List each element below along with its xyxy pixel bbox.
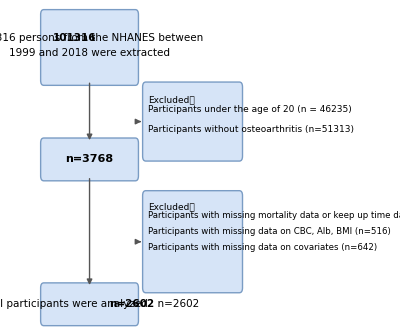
FancyBboxPatch shape [41, 10, 138, 85]
FancyBboxPatch shape [143, 191, 242, 293]
Text: Excluded：: Excluded： [148, 202, 195, 211]
Text: Final participants were analyzed   n=2602: Final participants were analyzed n=2602 [0, 299, 200, 309]
Text: 1999 and 2018 were extracted: 1999 and 2018 were extracted [9, 48, 170, 58]
Text: n=3768: n=3768 [66, 154, 114, 164]
Text: Participants without osteoarthritis (n=51313): Participants without osteoarthritis (n=5… [148, 125, 354, 134]
FancyBboxPatch shape [143, 82, 242, 161]
Text: Participants with missing data on covariates (n=642): Participants with missing data on covari… [148, 243, 378, 252]
FancyBboxPatch shape [41, 283, 138, 326]
Text: n=2602: n=2602 [109, 299, 154, 309]
Text: Participants under the age of 20 (n = 46235): Participants under the age of 20 (n = 46… [148, 105, 352, 114]
FancyBboxPatch shape [41, 138, 138, 181]
Text: 101316 persons from the NHANES between: 101316 persons from the NHANES between [0, 33, 203, 42]
Text: Participants with missing mortality data or keep up time data (n = 8): Participants with missing mortality data… [148, 211, 400, 220]
Text: Excluded：: Excluded： [148, 95, 195, 104]
Text: Participants with missing data on CBC, Alb, BMI (n=516): Participants with missing data on CBC, A… [148, 227, 391, 236]
Text: 101316: 101316 [52, 33, 96, 42]
